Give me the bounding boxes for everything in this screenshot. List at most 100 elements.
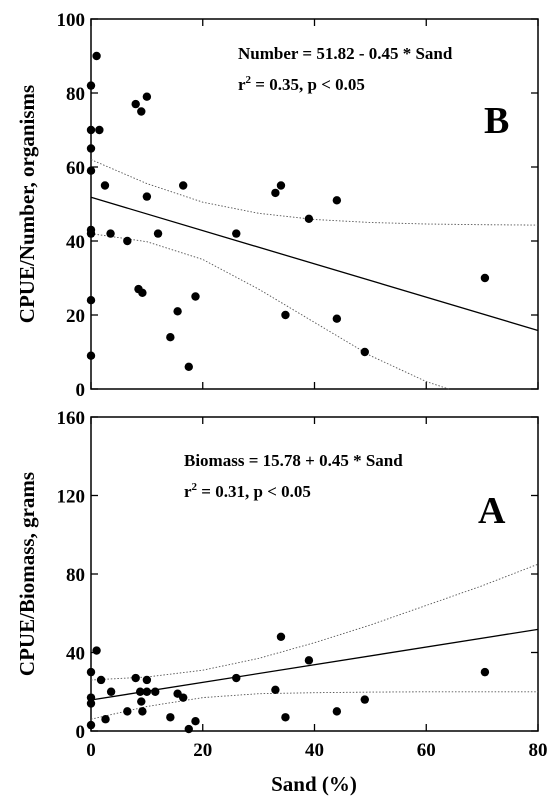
lower-confidence-band — [90, 691, 538, 720]
data-point — [86, 229, 96, 238]
data-point — [92, 51, 101, 61]
equation: Number = 51.82 - 0.45 * Sand — [238, 44, 453, 63]
panel-letter: A — [478, 490, 506, 532]
data-point — [86, 693, 96, 702]
y-tick-label: 20 — [66, 306, 85, 327]
y-tick-label: 40 — [66, 644, 85, 665]
y-tick-label: 0 — [76, 722, 86, 743]
data-point — [191, 716, 200, 726]
stats-r: r — [238, 75, 246, 94]
x-tick-label: 80 — [529, 740, 548, 761]
data-point — [360, 347, 369, 357]
data-point — [138, 288, 147, 297]
data-point — [276, 181, 286, 190]
ticks: 0 20 40 60 80 100 — [57, 10, 539, 401]
data-point — [135, 687, 145, 696]
data-point — [480, 273, 490, 283]
confidence-bands — [90, 159, 539, 390]
data-point — [86, 699, 96, 708]
data-points — [86, 51, 490, 371]
lower-confidence-band — [90, 233, 449, 390]
data-point — [332, 707, 342, 716]
data-point — [173, 307, 182, 316]
x-tick-label: 40 — [305, 740, 324, 761]
y-tick-label: 60 — [66, 158, 85, 179]
data-point — [151, 687, 160, 696]
data-point — [137, 697, 146, 706]
data-point — [281, 310, 290, 320]
data-point — [142, 192, 152, 201]
data-point — [123, 707, 132, 716]
data-point — [131, 99, 140, 109]
data-point — [191, 292, 200, 301]
data-point — [86, 296, 96, 305]
stats-rest: = 0.35, p < 0.05 — [251, 75, 365, 94]
stats: r2 = 0.31, p < 0.05 — [184, 481, 311, 501]
y-tick-label: 0 — [76, 380, 86, 401]
upper-confidence-band — [90, 563, 539, 681]
data-point — [232, 229, 241, 238]
x-tick-label: 60 — [417, 740, 436, 761]
data-point — [142, 687, 152, 696]
stats-r: r — [184, 482, 192, 501]
data-point — [95, 125, 104, 135]
data-point — [184, 724, 193, 734]
data-point — [281, 713, 290, 722]
data-point — [101, 715, 110, 724]
data-point — [86, 125, 96, 135]
x-tick-label: 0 — [86, 740, 96, 761]
data-point — [276, 632, 286, 641]
data-point — [166, 333, 175, 342]
y-tick-label: 100 — [57, 10, 86, 31]
panel-letter: B — [484, 100, 509, 142]
data-point — [184, 362, 193, 371]
data-point — [131, 673, 140, 683]
equation: Biomass = 15.78 + 0.45 * Sand — [184, 451, 403, 470]
data-point — [178, 181, 188, 190]
y-tick-label: 40 — [66, 232, 85, 253]
data-point — [332, 314, 342, 323]
confidence-bands — [90, 563, 539, 720]
ticks: 0 40 80 120 160 0 20 40 60 80 — [57, 408, 548, 761]
panel-b-number: 0 20 40 60 80 100 Number = 51.82 - 0.45 * San… — [15, 10, 539, 401]
y-tick-label: 80 — [66, 565, 85, 586]
data-point — [360, 695, 369, 704]
data-point — [271, 685, 280, 694]
data-point — [86, 166, 96, 175]
stats-rest: = 0.31, p < 0.05 — [197, 482, 311, 501]
data-point — [100, 181, 110, 190]
data-point — [271, 188, 280, 198]
data-point — [166, 713, 175, 722]
regression-line — [90, 196, 539, 332]
x-axis-title: Sand (%) — [271, 772, 357, 796]
y-tick-label: 120 — [57, 487, 86, 508]
y-axis-title: CPUE/Number, organisms — [15, 85, 39, 323]
data-point — [232, 673, 241, 683]
regression-line-group — [90, 196, 539, 332]
data-point — [96, 675, 106, 685]
upper-confidence-band — [90, 159, 539, 226]
stats: r2 = 0.35, p < 0.05 — [238, 74, 365, 94]
data-point — [86, 720, 96, 730]
data-point — [86, 144, 96, 153]
panel-a-biomass: 0 40 80 120 160 0 20 40 60 80 Biomass = 15.78 + 0… — [15, 408, 548, 796]
data-point — [138, 707, 147, 716]
data-point — [480, 667, 490, 677]
data-point — [332, 196, 342, 205]
data-point — [304, 656, 314, 665]
data-points — [86, 632, 490, 734]
x-tick-label: 20 — [193, 740, 212, 761]
stats-sup: 2 — [192, 481, 198, 493]
data-point — [86, 667, 96, 677]
data-point — [106, 229, 115, 238]
regression-line — [90, 628, 539, 701]
y-axis-title: CPUE/Biomass, grams — [15, 472, 39, 676]
data-point — [142, 92, 152, 101]
data-point — [92, 646, 101, 655]
data-point — [106, 687, 116, 696]
data-point — [153, 229, 163, 238]
data-point — [142, 675, 152, 685]
data-point — [123, 236, 132, 246]
regression-line-group — [90, 628, 539, 701]
